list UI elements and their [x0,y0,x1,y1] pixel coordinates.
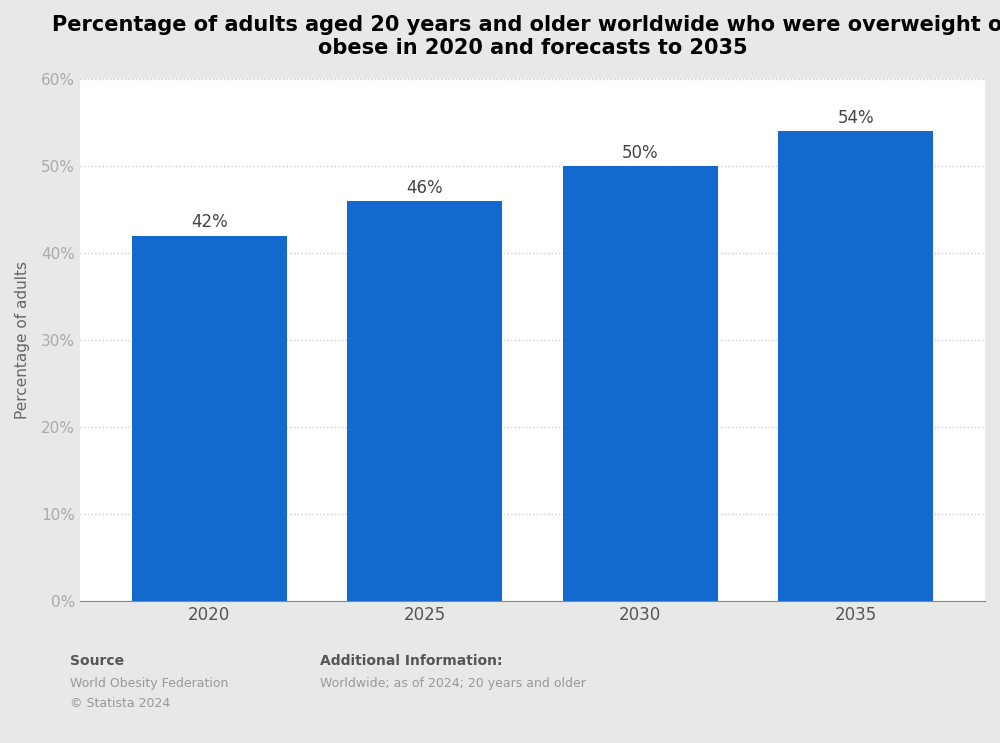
Bar [132,236,287,601]
Text: © Statista 2024: © Statista 2024 [70,698,170,710]
Bar [347,201,502,601]
Text: 42%: 42% [191,213,228,231]
Text: 50%: 50% [622,144,659,162]
Bar [778,132,933,601]
Y-axis label: Percentage of adults: Percentage of adults [15,261,30,419]
Text: Additional Information:: Additional Information: [320,654,503,668]
Title: Percentage of adults aged 20 years and older worldwide who were overweight or
ob: Percentage of adults aged 20 years and o… [52,15,1000,58]
Bar [563,166,718,601]
Text: World Obesity Federation: World Obesity Federation [70,678,228,690]
Text: 46%: 46% [406,178,443,197]
Text: 54%: 54% [837,109,874,127]
Text: Source: Source [70,654,124,668]
Text: Worldwide; as of 2024; 20 years and older: Worldwide; as of 2024; 20 years and olde… [320,678,586,690]
